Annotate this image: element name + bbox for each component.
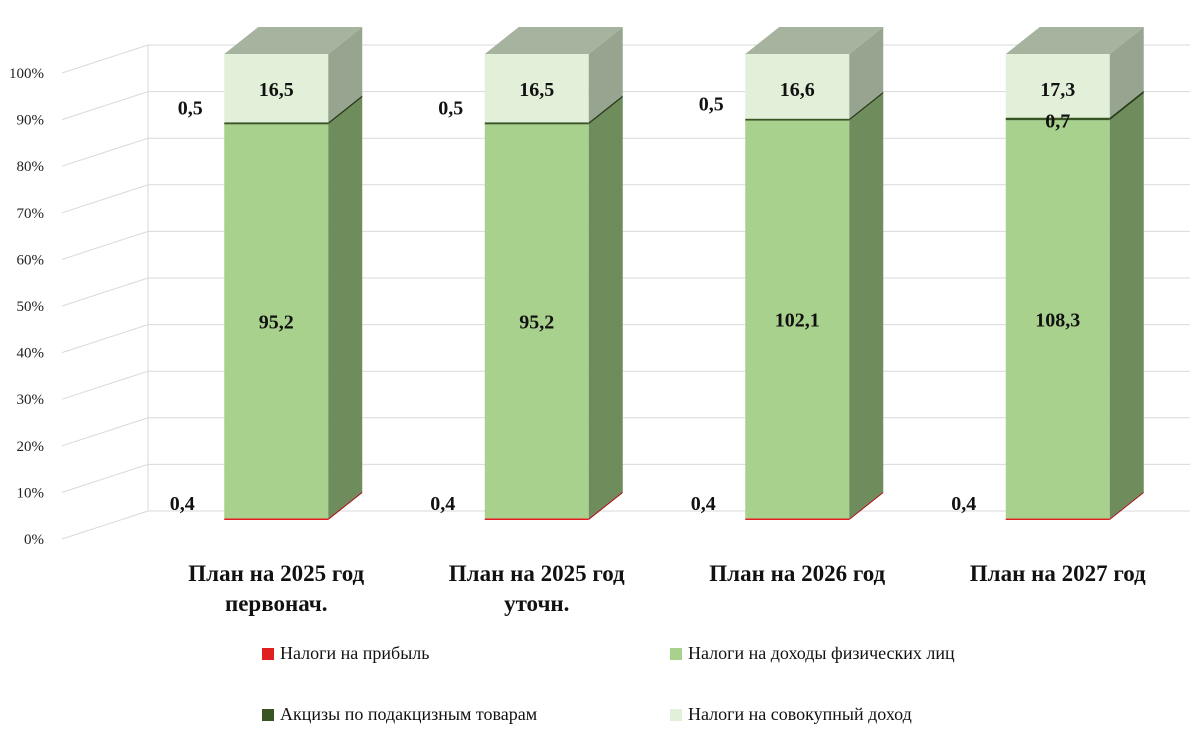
- y-tick-label: 70%: [17, 206, 45, 222]
- bar-profit-tax-front: [745, 518, 850, 520]
- data-label-aggregate-income-tax: 16,5: [519, 79, 554, 101]
- data-label-profit-tax: 0,4: [430, 493, 455, 515]
- data-label-aggregate-income-tax: 17,3: [1040, 79, 1075, 101]
- bar-profit-tax-front: [1005, 518, 1110, 520]
- data-label-excise: 0,7: [1045, 111, 1070, 133]
- data-label-excise: 0,5: [438, 97, 463, 119]
- bar-stack: [224, 27, 363, 520]
- category-label: План на 2025 год: [188, 561, 364, 586]
- data-labels: 0,4 95,2 0,5 16,5 0,4 95,2 0,5 16,5 0,4 102,1 0,5 1…: [170, 79, 1081, 515]
- y-tick-label: 10%: [17, 485, 45, 501]
- category-label: План на 2027 год: [970, 561, 1146, 586]
- bar-personal-income-tax-front: [484, 124, 589, 519]
- bar-profit-tax-side: [588, 491, 623, 520]
- bar-excise-side: [588, 95, 623, 125]
- bar-excise-front: [484, 122, 589, 125]
- data-label-profit-tax: 0,4: [691, 493, 716, 515]
- data-label-profit-tax: 0,4: [951, 493, 976, 515]
- bar-aggregate-income-tax-side: [328, 27, 363, 123]
- bar-stack: [484, 27, 623, 520]
- bar-excise-front: [745, 118, 850, 121]
- bar-personal-income-tax-front: [745, 120, 850, 519]
- bar-top-face: [745, 27, 884, 54]
- category-label: План на 2025 год: [449, 561, 625, 586]
- y-axis-ticks: 0% 10% 20% 30% 40% 50% 60% 70% 80% 90% 100%: [9, 66, 44, 548]
- bar-top-face: [484, 27, 623, 54]
- bar-profit-tax-side: [328, 491, 363, 520]
- data-label-personal-income-tax: 95,2: [259, 311, 294, 333]
- bar-aggregate-income-tax-side: [588, 27, 623, 123]
- y-tick-label: 60%: [17, 252, 45, 268]
- y-tick-label: 90%: [17, 113, 45, 129]
- bar-aggregate-income-tax-front: [745, 54, 850, 119]
- data-label-aggregate-income-tax: 16,6: [780, 79, 815, 101]
- bar-aggregate-income-tax-front: [224, 54, 329, 123]
- x-axis-categories: План на 2025 год первонач. План на 2025 го…: [188, 561, 1146, 616]
- y-tick-label: 40%: [17, 346, 45, 362]
- bar-personal-income-tax-front: [1005, 120, 1110, 519]
- bar-profit-tax-side: [849, 491, 884, 520]
- bar-personal-income-tax-side: [849, 93, 884, 519]
- data-label-aggregate-income-tax: 16,5: [259, 79, 294, 101]
- bar-top-face: [224, 27, 363, 54]
- bar-profit-tax-side: [1109, 491, 1144, 520]
- y-tick-label: 20%: [17, 439, 45, 455]
- bar-excise-front: [224, 122, 329, 125]
- bar-aggregate-income-tax-side: [1109, 27, 1144, 118]
- category-label: План на 2026 год: [709, 561, 885, 586]
- bar-excise-front: [1005, 117, 1110, 121]
- data-label-personal-income-tax: 108,3: [1035, 309, 1080, 331]
- bar-personal-income-tax-side: [588, 97, 623, 519]
- y-tick-label: 100%: [9, 66, 44, 82]
- bar-personal-income-tax-side: [328, 97, 363, 519]
- y-tick-label: 80%: [17, 159, 45, 175]
- bar-stack: [1005, 27, 1144, 520]
- bar-profit-tax-front: [484, 518, 589, 520]
- bar-aggregate-income-tax-side: [849, 27, 884, 119]
- bar-aggregate-income-tax-front: [484, 54, 589, 123]
- y-tick-label: 50%: [17, 299, 45, 315]
- bar-aggregate-income-tax-front: [1005, 54, 1110, 118]
- bar-top-face: [1005, 27, 1144, 54]
- category-label: уточн.: [504, 591, 569, 616]
- bar-excise-side: [328, 95, 363, 125]
- chart-bars: [224, 27, 1144, 520]
- bar-stack: [745, 27, 884, 520]
- bar-personal-income-tax-side: [1109, 93, 1144, 519]
- y-tick-label: 0%: [24, 532, 44, 548]
- bar-personal-income-tax-front: [224, 124, 329, 519]
- category-label: первонач.: [225, 591, 328, 616]
- data-label-personal-income-tax: 95,2: [519, 311, 554, 333]
- data-label-excise: 0,5: [699, 94, 724, 116]
- bar-excise-side: [849, 91, 884, 121]
- bar-excise-side: [1109, 90, 1144, 121]
- data-label-profit-tax: 0,4: [170, 493, 195, 515]
- bar-profit-tax-front: [224, 518, 329, 520]
- data-label-personal-income-tax: 102,1: [775, 310, 820, 332]
- y-tick-label: 30%: [17, 392, 45, 408]
- data-label-excise: 0,5: [178, 97, 203, 119]
